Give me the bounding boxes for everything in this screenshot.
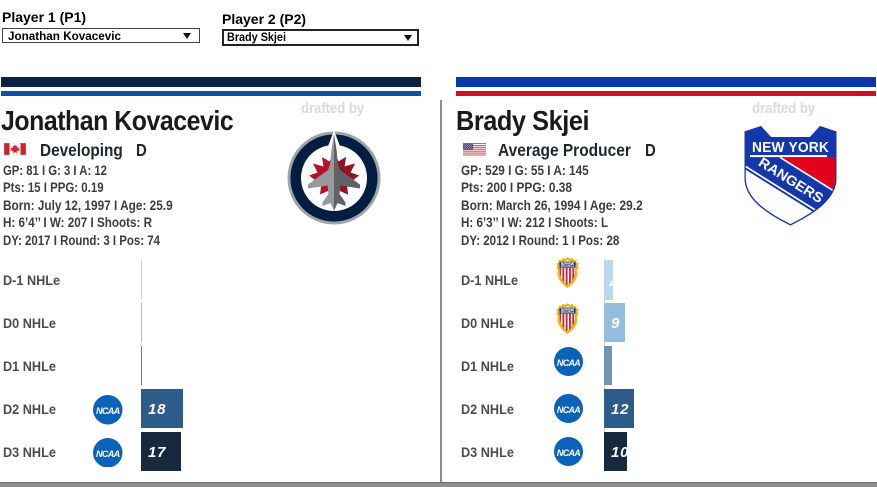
svg-text:NCAA: NCAA	[557, 448, 581, 458]
svg-text:NEW YORK: NEW YORK	[752, 140, 829, 156]
svg-text:NTDP: NTDP	[562, 308, 574, 313]
svg-text:NCAA: NCAA	[96, 406, 120, 417]
svg-text:NCAA: NCAA	[96, 449, 120, 460]
svg-text:NCAA: NCAA	[557, 405, 581, 415]
svg-text:NCAA: NCAA	[556, 358, 580, 368]
svg-text:NTDP: NTDP	[562, 262, 574, 267]
